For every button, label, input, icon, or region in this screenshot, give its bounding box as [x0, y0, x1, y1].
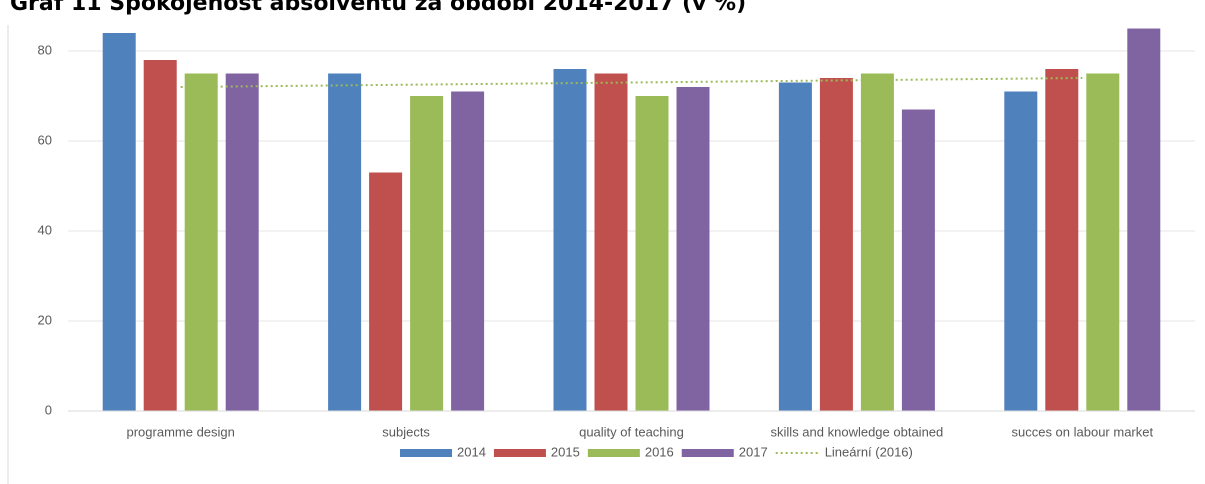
bar: [1045, 69, 1079, 411]
bar: [451, 91, 485, 411]
bar: [553, 69, 587, 411]
x-tick-label: programme design: [127, 424, 235, 439]
bar: [635, 96, 669, 411]
x-tick-label: subjects: [382, 424, 430, 439]
trendline: [180, 77, 1083, 88]
bar: [225, 73, 259, 411]
bar: [184, 73, 218, 411]
bar: [410, 96, 444, 411]
legend-swatch: [400, 449, 452, 457]
legend-label: 2014: [457, 444, 486, 459]
legend-label: 2015: [551, 444, 580, 459]
bar: [819, 78, 853, 411]
y-tick-label: 40: [38, 222, 52, 237]
x-tick-label: skills and knowledge obtained: [771, 424, 944, 439]
bar: [143, 60, 177, 411]
y-tick-label: 0: [45, 402, 52, 417]
bar: [1127, 28, 1161, 411]
bar: [369, 172, 403, 411]
legend-label: 2017: [739, 444, 768, 459]
bar: [1004, 91, 1038, 411]
bar: [901, 109, 935, 411]
x-tick-label: succes on labour market: [1011, 424, 1153, 439]
legend-swatch: [587, 449, 640, 457]
chart-title: Graf 11 Spokojenost absolventů za období…: [10, 0, 746, 16]
bar: [102, 33, 136, 411]
y-tick-label: 60: [38, 132, 52, 147]
legend-label: 2016: [645, 444, 674, 459]
bar: [328, 73, 362, 411]
x-tick-label: quality of teaching: [579, 424, 684, 439]
bar: [594, 73, 628, 411]
y-tick-label: 20: [38, 312, 52, 327]
bar: [860, 73, 894, 411]
legend-swatch: [681, 449, 734, 457]
bar: [676, 87, 710, 411]
bar: [1086, 73, 1120, 411]
y-tick-label: 80: [38, 42, 52, 57]
legend-swatch: [493, 449, 546, 457]
legend-label: Lineární (2016): [825, 444, 913, 459]
bar: [778, 82, 812, 411]
